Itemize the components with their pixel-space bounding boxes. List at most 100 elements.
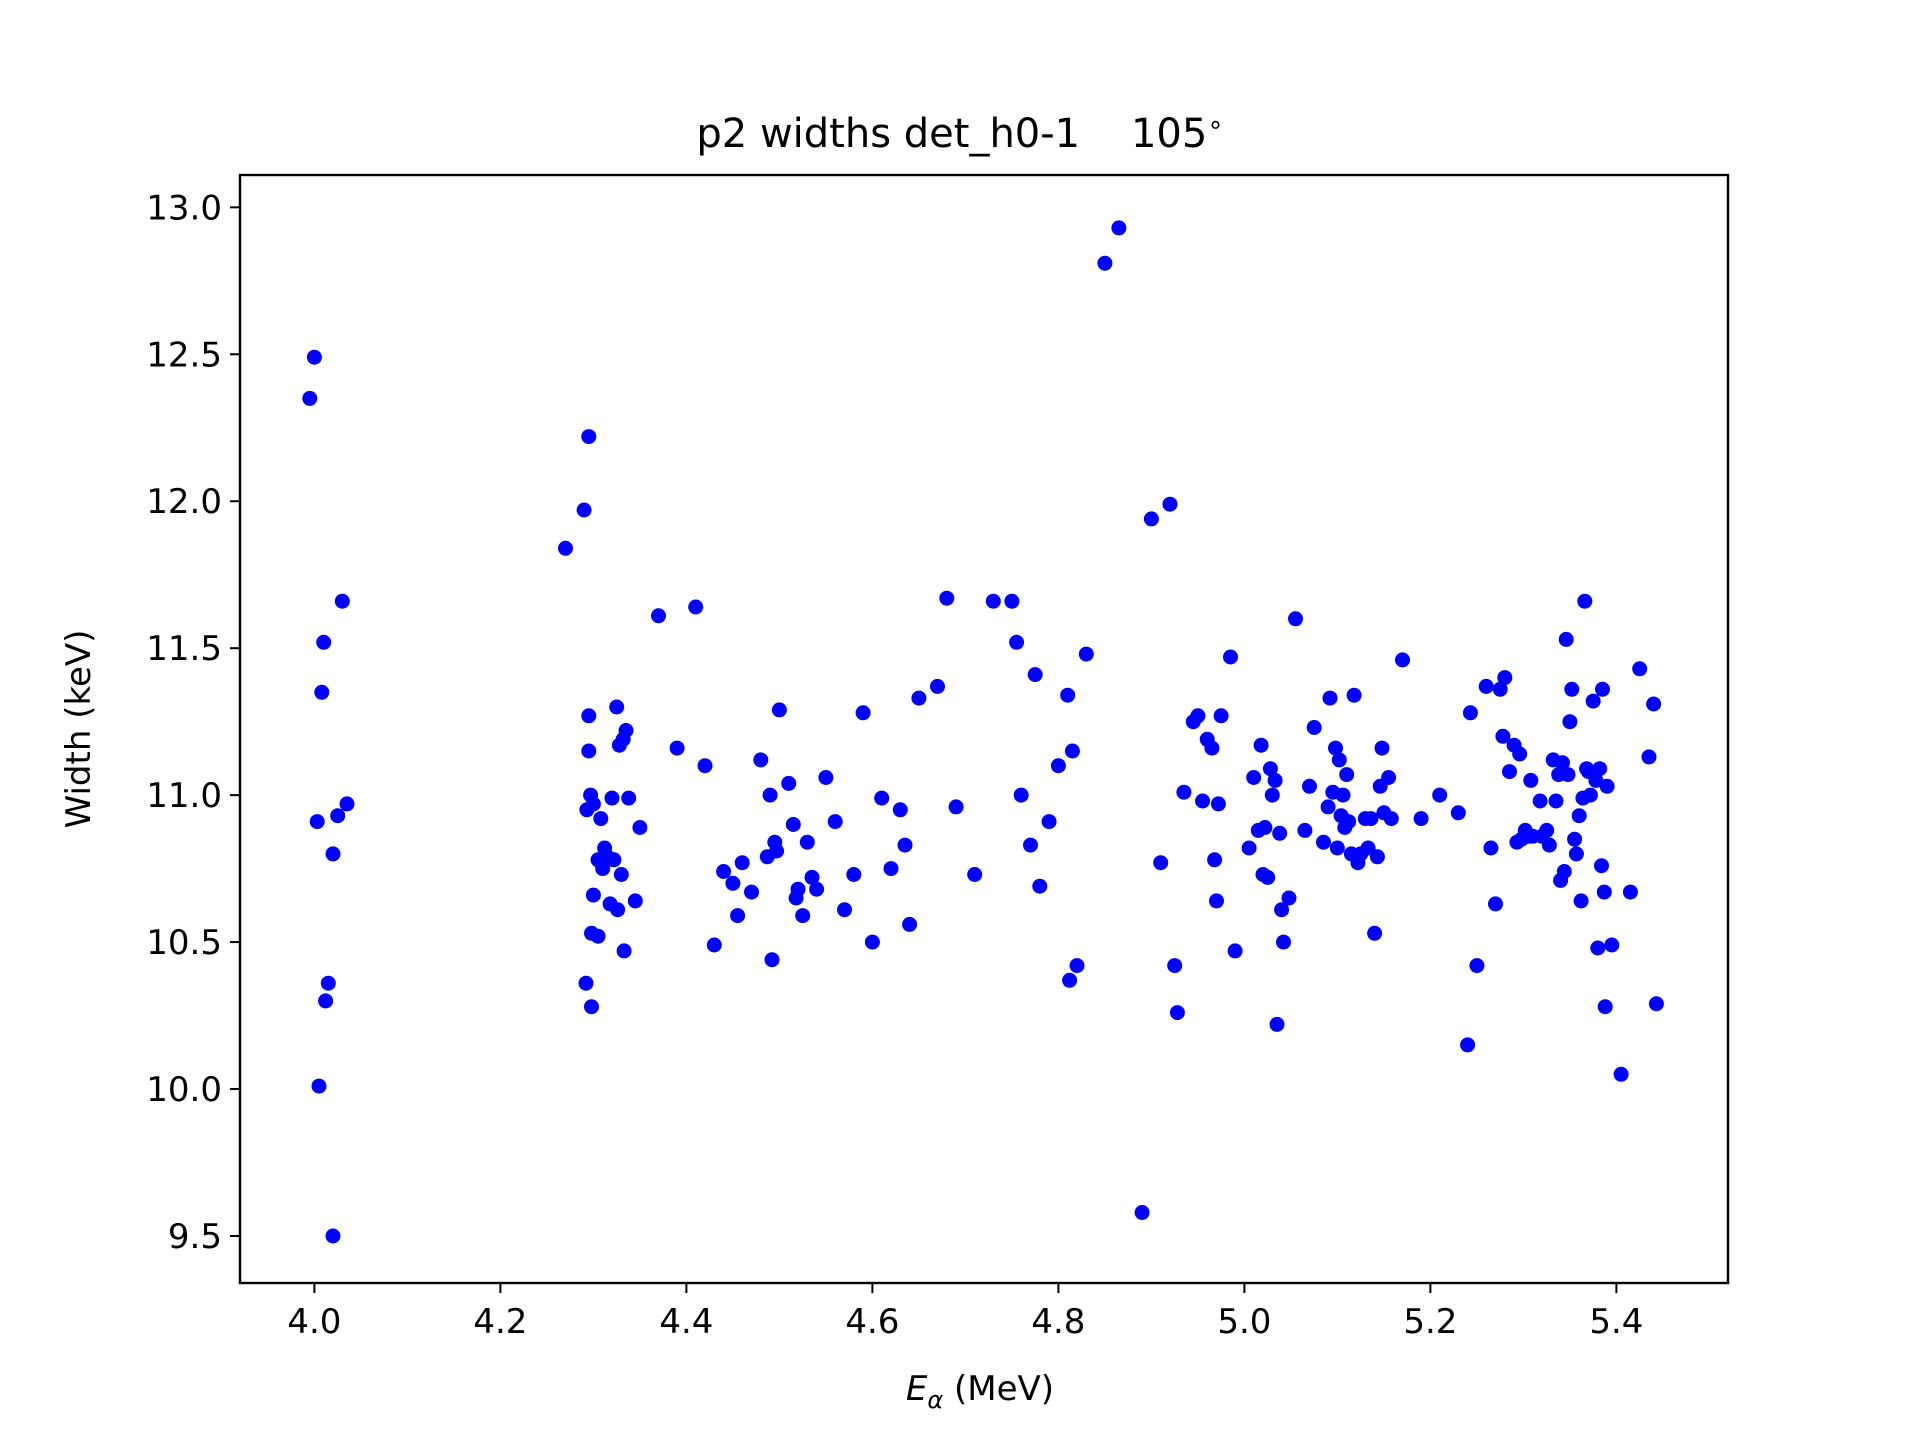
- data-point: [1195, 793, 1211, 809]
- data-point: [1495, 728, 1511, 744]
- data-point: [1594, 858, 1609, 874]
- data-point: [1558, 631, 1574, 647]
- data-point: [1363, 811, 1379, 827]
- x-tick-label: 4.6: [845, 1302, 899, 1342]
- x-axis-ticks: 4.0 4.2 4.4 4.6 4.8 5.0 5.2 5.4: [287, 1283, 1643, 1342]
- data-point: [1253, 737, 1269, 753]
- data-point: [1276, 934, 1291, 950]
- y-tick-label: 11.5: [146, 629, 222, 669]
- data-point: [606, 852, 622, 868]
- data-point: [1328, 740, 1343, 756]
- y-tick-label: 10.0: [146, 1070, 222, 1110]
- data-point: [1567, 831, 1583, 847]
- data-point: [1497, 670, 1513, 686]
- y-tick-label: 11.0: [146, 776, 222, 816]
- data-point: [1582, 787, 1598, 803]
- data-point: [1009, 634, 1025, 650]
- data-point: [1502, 764, 1517, 780]
- data-point: [1320, 799, 1336, 815]
- data-point: [325, 846, 341, 862]
- data-point: [618, 723, 634, 738]
- data-point: [651, 608, 666, 624]
- x-tick-label: 5.4: [1589, 1302, 1643, 1342]
- data-point: [883, 861, 899, 877]
- x-tick-label: 4.4: [659, 1302, 713, 1342]
- data-point: [604, 790, 620, 806]
- data-point: [846, 867, 862, 882]
- data-point: [1335, 787, 1351, 803]
- data-point: [1588, 772, 1604, 788]
- data-point: [325, 1228, 341, 1244]
- data-point: [1573, 893, 1589, 909]
- data-point: [593, 811, 609, 827]
- data-point: [804, 869, 820, 885]
- data-point: [1316, 834, 1331, 850]
- data-point: [1241, 840, 1257, 856]
- data-point: [1532, 793, 1548, 809]
- y-tick-label: 13.0: [146, 188, 222, 228]
- data-point: [1329, 840, 1345, 856]
- data-point: [627, 893, 643, 909]
- y-tick-label: 12.0: [146, 482, 222, 522]
- data-point: [1013, 787, 1029, 803]
- data-point: [669, 740, 685, 756]
- data-point: [1213, 708, 1229, 724]
- data-point: [1281, 890, 1297, 906]
- data-point: [1023, 837, 1038, 853]
- data-point: [1257, 820, 1273, 835]
- x-tick-label: 4.2: [473, 1302, 527, 1342]
- data-point: [734, 855, 750, 871]
- data-point: [1488, 896, 1503, 912]
- data-point: [609, 699, 625, 715]
- data-point: [320, 975, 336, 991]
- data-point: [1360, 840, 1376, 856]
- x-axis-label-subscript: α: [927, 1386, 943, 1414]
- data-point: [1585, 693, 1601, 709]
- data-point: [1162, 496, 1178, 512]
- data-point: [1556, 864, 1572, 879]
- data-point: [1646, 696, 1662, 712]
- data-point: [1512, 746, 1528, 762]
- data-point: [1613, 1066, 1629, 1082]
- data-point: [1209, 893, 1224, 909]
- data-point: [1143, 511, 1159, 527]
- svg-text:p2 widths det_h0-1 105∘: p2 widths det_h0-1 105∘: [696, 110, 1223, 157]
- data-point: [1032, 878, 1048, 894]
- data-point: [610, 902, 626, 918]
- data-point: [781, 775, 797, 791]
- data-point: [939, 590, 955, 606]
- data-point: [697, 758, 713, 774]
- data-point: [1562, 714, 1578, 730]
- data-point: [581, 429, 597, 445]
- data-point: [1383, 811, 1399, 827]
- x-axis-label: Eα (MeV): [906, 1369, 1054, 1414]
- data-point: [902, 916, 918, 932]
- data-point: [1041, 814, 1057, 830]
- chart-title: p2 widths det_h0-1 105∘: [696, 110, 1223, 157]
- data-point: [1346, 687, 1362, 703]
- data-point: [1207, 852, 1223, 868]
- y-axis-label: Width (keV): [59, 630, 99, 829]
- data-point: [1604, 937, 1620, 953]
- data-point: [762, 787, 778, 803]
- data-point: [1027, 667, 1043, 683]
- degree-mark: ∘: [1207, 110, 1223, 140]
- data-point: [874, 790, 890, 806]
- data-point: [1648, 996, 1664, 1012]
- data-point: [1223, 649, 1238, 665]
- x-tick-label: 5.2: [1403, 1302, 1457, 1342]
- y-tick-label: 12.5: [146, 335, 222, 375]
- data-point: [744, 884, 759, 900]
- data-point: [1302, 778, 1317, 794]
- plot-frame: [238, 173, 1730, 1285]
- data-point: [558, 540, 573, 556]
- data-point: [1560, 767, 1576, 783]
- data-point: [1541, 837, 1557, 853]
- data-point: [316, 634, 332, 650]
- data-point: [864, 934, 880, 950]
- data-point: [855, 705, 871, 721]
- data-point: [795, 908, 811, 924]
- data-point: [1111, 220, 1127, 236]
- x-tick-label: 4.8: [1031, 1302, 1085, 1342]
- data-point: [1339, 767, 1355, 783]
